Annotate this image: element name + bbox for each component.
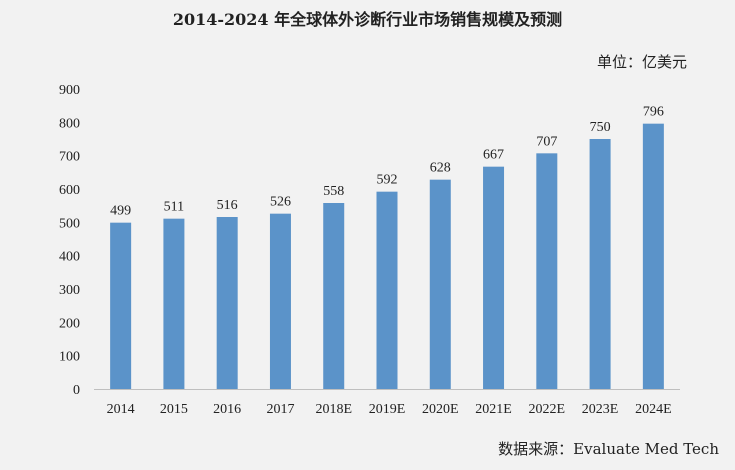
bar-value-label: 667 xyxy=(483,148,504,163)
x-tick-label: 2016 xyxy=(213,402,241,417)
y-tick-label: 200 xyxy=(59,316,80,331)
x-axis-ticks: 2014 2015 2016 2017 2018E 2019E 2020E 2021E 2022… xyxy=(107,402,672,417)
x-tick-label: 2014 xyxy=(107,402,135,417)
bar-value-label: 796 xyxy=(643,105,664,120)
bar-value-label: 592 xyxy=(377,173,398,188)
x-tick-label: 2017 xyxy=(266,402,294,417)
y-tick-label: 500 xyxy=(59,216,80,231)
bar-value-label: 558 xyxy=(323,184,344,199)
chart-title: 2014-2024 年全球体外诊断行业市场销售规模及预测 xyxy=(172,10,563,29)
bar-value-label: 628 xyxy=(430,161,451,176)
bar xyxy=(216,217,238,389)
bar xyxy=(323,203,345,389)
bar xyxy=(376,191,398,389)
y-tick-label: 600 xyxy=(59,183,80,198)
x-tick-label: 2018E xyxy=(315,402,352,417)
bar-value-label: 511 xyxy=(164,200,184,215)
bar xyxy=(429,179,451,389)
bar-value-labels: 499 511 516 526 558 592 628 667 707 750 796 xyxy=(110,105,664,219)
y-tick-label: 900 xyxy=(59,83,80,98)
x-tick-label: 2022E xyxy=(529,402,566,417)
y-axis-ticks: 0 100 200 300 400 500 600 700 800 900 xyxy=(59,83,80,398)
bar-value-label: 499 xyxy=(110,204,131,219)
x-tick-label: 2021E xyxy=(475,402,512,417)
bar xyxy=(269,213,291,389)
y-tick-label: 100 xyxy=(59,350,80,365)
bar xyxy=(536,153,558,389)
unit-label: 单位：亿美元 xyxy=(596,53,687,71)
y-tick-label: 300 xyxy=(59,283,80,298)
x-tick-label: 2024E xyxy=(635,402,672,417)
bars xyxy=(110,123,664,390)
bar-value-label: 707 xyxy=(536,134,557,149)
x-tick-label: 2020E xyxy=(422,402,459,417)
bar xyxy=(642,123,664,390)
x-tick-label: 2023E xyxy=(582,402,619,417)
y-tick-label: 0 xyxy=(73,383,80,398)
bar-value-label: 750 xyxy=(590,120,611,135)
bar-value-label: 516 xyxy=(217,198,238,213)
bar xyxy=(589,139,611,389)
bar-value-label: 526 xyxy=(270,195,291,210)
x-tick-label: 2015 xyxy=(160,402,188,417)
bar xyxy=(163,218,185,389)
bar xyxy=(483,166,505,389)
source-label: 数据来源：Evaluate Med Tech xyxy=(498,440,719,458)
x-tick-label: 2019E xyxy=(369,402,406,417)
y-tick-label: 400 xyxy=(59,250,80,265)
y-tick-label: 800 xyxy=(59,116,80,131)
bar xyxy=(110,222,132,389)
y-tick-label: 700 xyxy=(59,150,80,165)
